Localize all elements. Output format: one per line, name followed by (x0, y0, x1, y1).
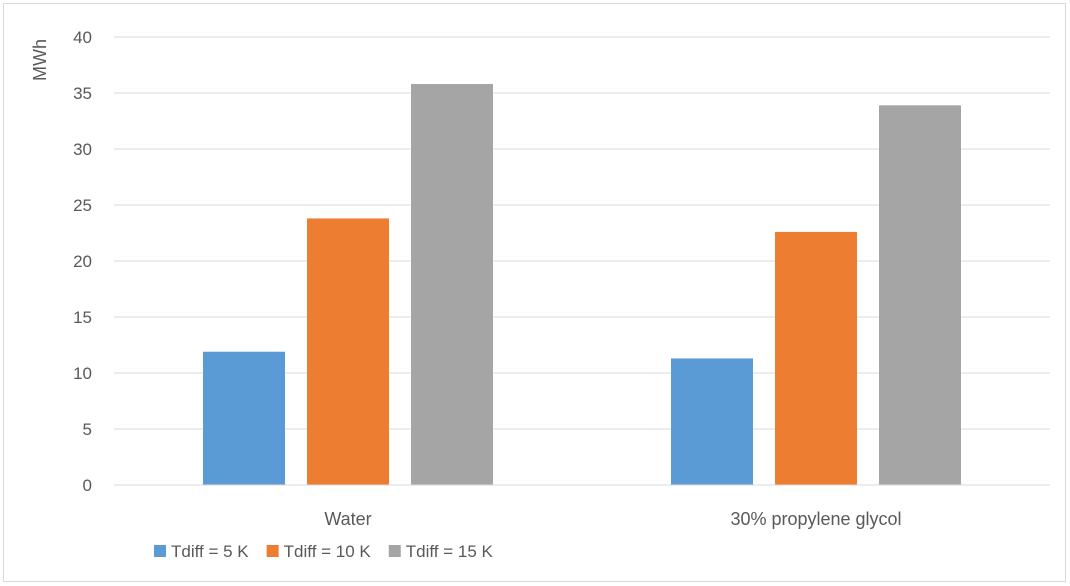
bar (879, 105, 961, 485)
y-tick-label: 30 (73, 140, 92, 159)
x-axis-categories: Water 30% propylene glycol (324, 509, 901, 529)
legend: Tdiff = 5 K Tdiff = 10 K Tdiff = 15 K (154, 542, 494, 561)
bar (307, 218, 389, 485)
legend-swatch (266, 545, 279, 557)
y-tick-label: 15 (73, 308, 92, 327)
x-category-label: 30% propylene glycol (730, 509, 901, 529)
legend-label: Tdiff = 10 K (284, 542, 372, 561)
y-tick-label: 0 (83, 476, 92, 495)
legend-swatch (388, 545, 401, 557)
bars (203, 84, 961, 485)
bar (775, 231, 857, 485)
legend-swatch (154, 545, 166, 557)
legend-label: Tdiff = 5 K (171, 542, 249, 561)
y-tick-label: 20 (73, 252, 92, 271)
y-axis-label: MWh (30, 39, 50, 81)
bar (203, 351, 285, 485)
y-tick-label: 25 (73, 196, 92, 215)
y-axis-ticks: 0 5 10 15 20 25 30 35 40 (73, 28, 92, 495)
bar (671, 358, 753, 485)
y-tick-label: 35 (73, 84, 92, 103)
bar (411, 84, 493, 485)
x-category-label: Water (324, 509, 371, 529)
y-tick-label: 40 (73, 28, 92, 47)
y-tick-label: 5 (83, 420, 92, 439)
legend-label: Tdiff = 15 K (406, 542, 494, 561)
y-tick-label: 10 (73, 364, 92, 383)
